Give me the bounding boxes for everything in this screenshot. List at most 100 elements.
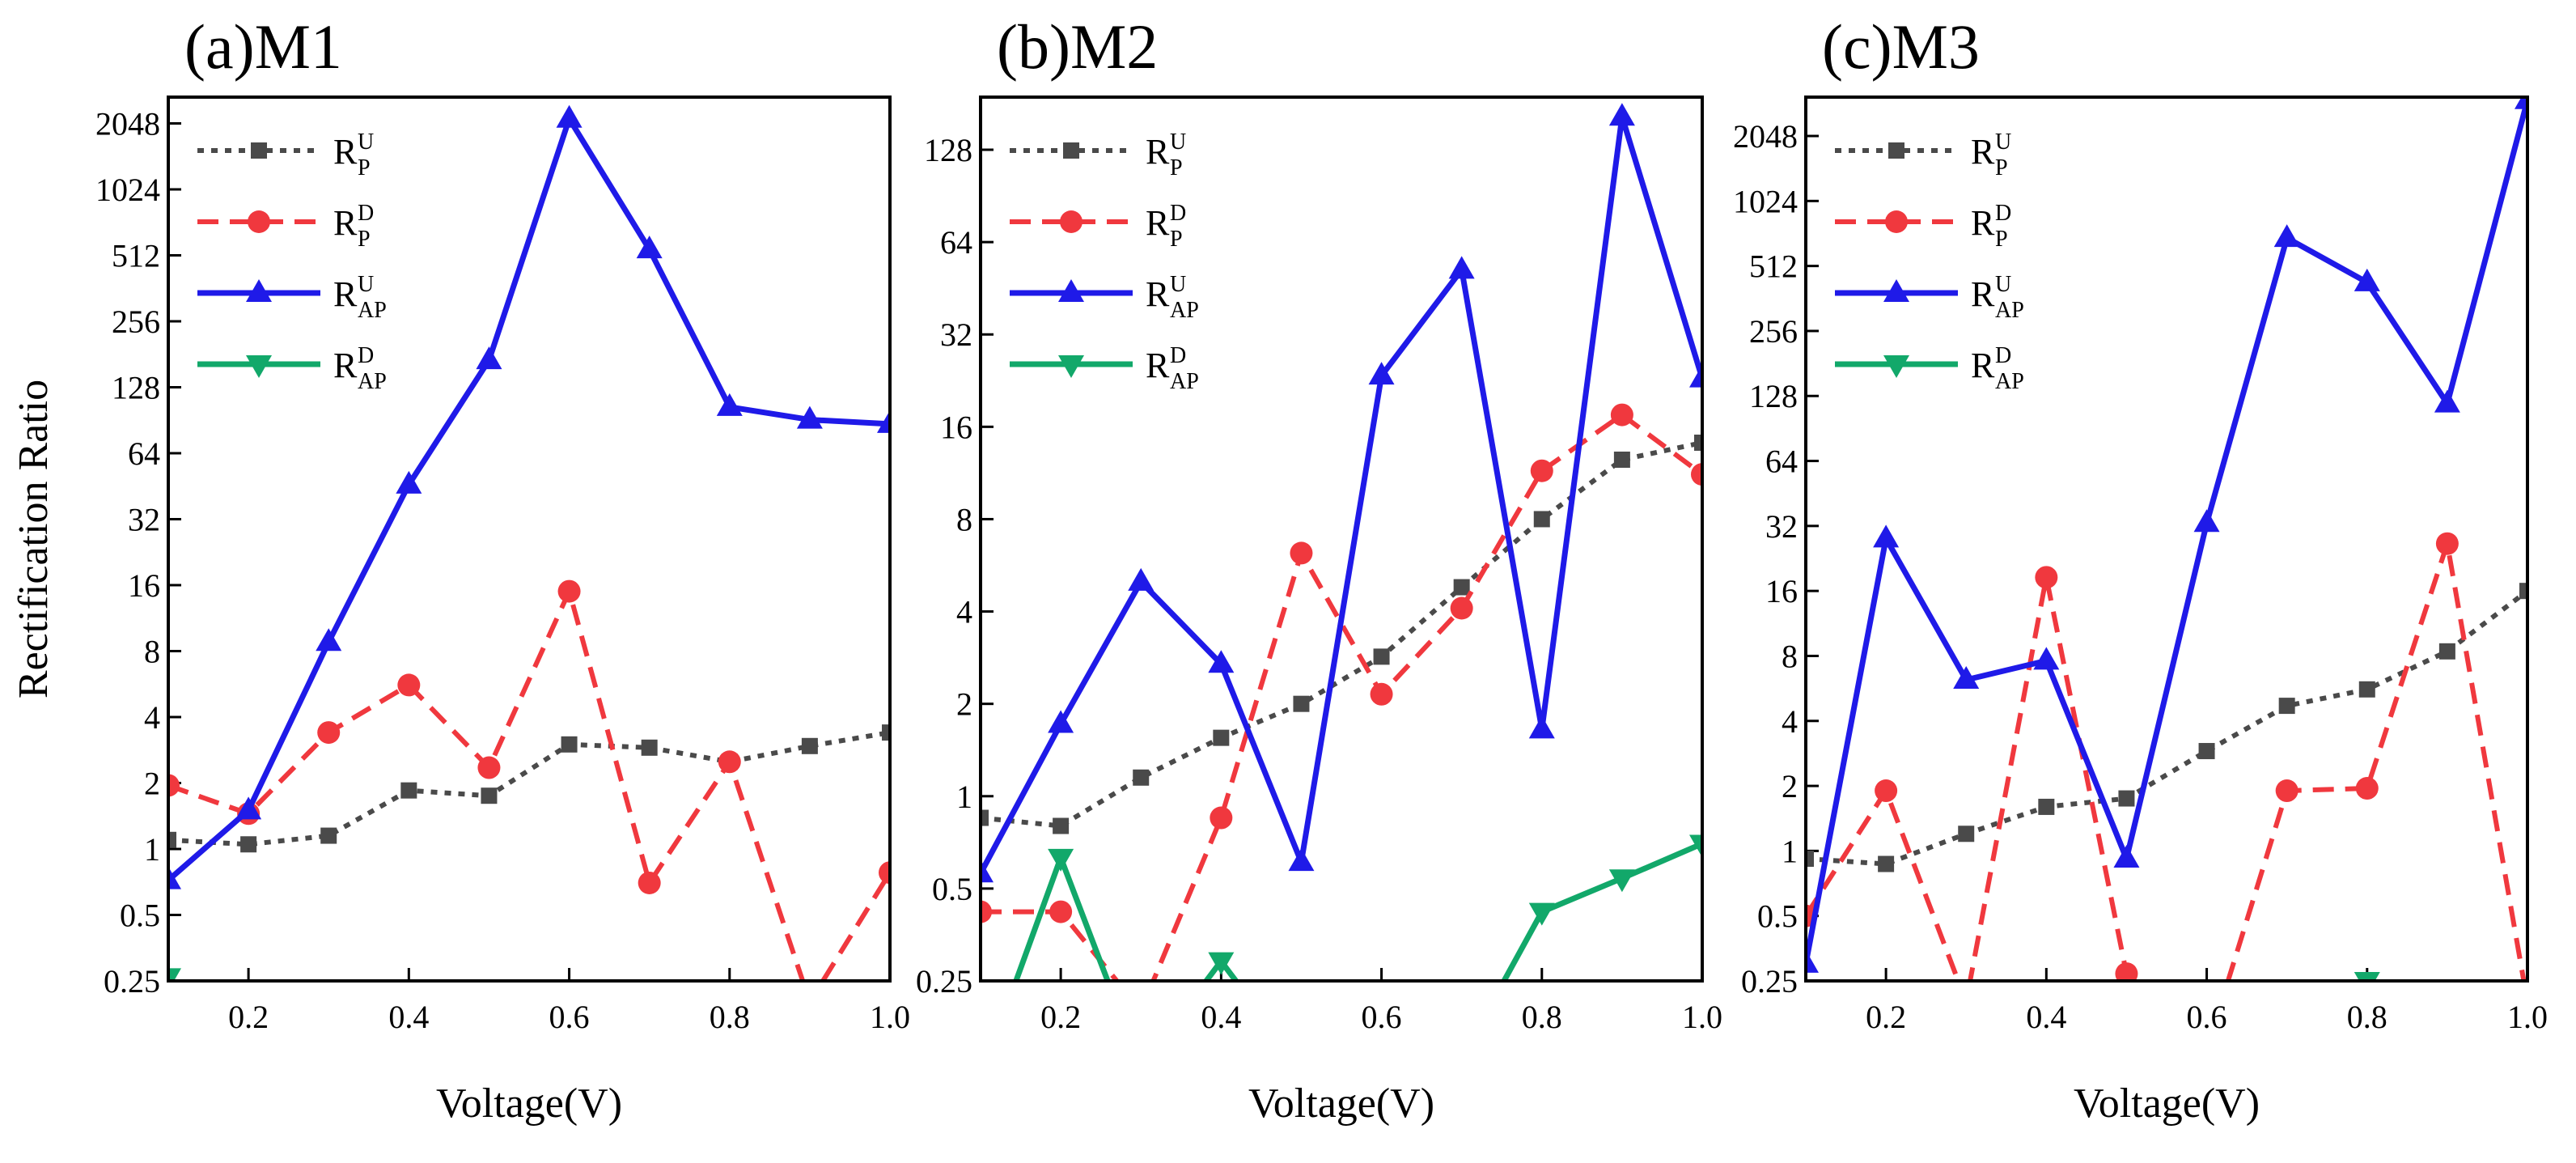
legend-sub-RPU: P: [358, 155, 371, 180]
data-point-RAPD: [1048, 848, 1074, 872]
y-tick-label: 4: [1782, 703, 1798, 740]
y-tick-label: 512: [112, 237, 160, 274]
data-point-RAPU: [1128, 567, 1155, 591]
legend-sub-RPU: P: [1170, 155, 1183, 180]
data-point-RAPD: [1528, 902, 1555, 926]
data-point-RAPD: [1608, 869, 1635, 893]
panel-title: (c)M3: [1822, 11, 1980, 82]
data-point-RPU: [1806, 851, 1814, 868]
data-point-RPD: [1610, 403, 1633, 427]
y-tick-label: 0.5: [932, 871, 972, 907]
data-point-RAPU: [1528, 715, 1555, 739]
data-point-RPD: [1049, 900, 1073, 923]
data-point-RAPU: [1953, 666, 1980, 690]
legend-sup-RAPD: D: [358, 343, 374, 368]
legend-marker-RPU: [251, 142, 267, 159]
series-line-RAPD: [168, 974, 177, 981]
panel-title: (a)M1: [184, 11, 342, 82]
legend-marker-RAPU: [1058, 279, 1084, 302]
panel-title: (b)M2: [997, 11, 1158, 82]
data-point-RPU: [168, 831, 176, 848]
data-point-RAPU: [2033, 647, 2060, 670]
legend-marker-RAPD: [1883, 355, 1909, 378]
y-tick-label: 64: [128, 435, 160, 472]
plot-area: [1806, 97, 2540, 1080]
chart-panel-1: (a)M1 0.25 0.5 1 2 4 8 16 32 64 128 256 512 1024 2048 0…: [11, 11, 910, 1127]
legend-label-RAPD: R: [333, 346, 358, 385]
legend-label-RPU: R: [1971, 132, 1995, 172]
data-point-RPD: [557, 579, 581, 603]
x-tick-label: 0.2: [1866, 999, 1906, 1035]
data-point-RPU: [2198, 743, 2215, 760]
data-point-RAPU: [476, 346, 502, 370]
data-point-RPD: [1450, 596, 1473, 620]
legend-marker-RPU: [1888, 142, 1904, 159]
y-tick-label: 16: [1765, 573, 1798, 609]
data-point-RAPU: [316, 628, 342, 652]
legend-sub-RAPU: AP: [1995, 298, 2024, 323]
legend-sub-RAPD: AP: [1995, 369, 2024, 394]
legend-marker-RPD: [248, 210, 270, 233]
data-point-RPD: [1955, 991, 1977, 1013]
data-point-RAPD: [1288, 1059, 1314, 1082]
series-line-RAPU: [168, 116, 890, 883]
data-point-RAPU: [2354, 268, 2380, 291]
plot-frame: [167, 96, 892, 983]
data-point-RPU: [1533, 511, 1550, 528]
data-point-RPD: [397, 673, 421, 697]
y-axis-label: Rectification Ratio: [11, 380, 57, 698]
y-tick-label: 512: [1749, 248, 1798, 285]
data-point-RAPD: [2194, 1058, 2220, 1080]
legend-sup-RAPU: U: [1170, 272, 1186, 297]
y-tick-label: 256: [112, 303, 160, 340]
y-tick-label: 16: [940, 409, 972, 445]
legend-label-RPD: R: [1146, 203, 1170, 243]
data-point-RAPD: [2354, 972, 2380, 981]
data-point-RAPD: [2515, 1058, 2540, 1080]
data-point-RPD: [2115, 962, 2138, 981]
data-point-RPD: [2196, 1038, 2218, 1061]
data-point-RAPD: [2113, 1058, 2139, 1080]
series-line-RPD: [1806, 541, 2527, 981]
series-line-RPU: [1806, 588, 2527, 867]
y-tick-label: 4: [144, 699, 160, 736]
x-tick-label: 0.6: [2187, 999, 2227, 1035]
data-point-RPU: [1213, 729, 1230, 746]
legend-sup-RAPD: D: [1995, 343, 2011, 368]
y-tick-label: 128: [1749, 378, 1798, 414]
data-point-RPD: [1210, 806, 1233, 830]
x-axis-label: Voltage(V): [436, 1080, 622, 1127]
data-point-RAPU: [877, 410, 890, 433]
data-point-RPU: [561, 736, 578, 753]
y-tick-label: 2: [144, 765, 160, 801]
data-point-RPD: [168, 774, 180, 797]
data-point-RPU: [400, 782, 417, 799]
y-tick-label: 64: [940, 224, 972, 261]
y-tick-label: 1024: [1733, 183, 1798, 219]
x-tick-label: 0.8: [710, 999, 750, 1035]
x-tick-label: 0.4: [2026, 999, 2066, 1035]
legend-sub-RPD: P: [1170, 227, 1183, 252]
data-point-RPU: [240, 836, 257, 853]
plot-frame: [979, 96, 1704, 983]
legend-label-RAPU: R: [333, 274, 358, 314]
x-tick-label: 0.4: [1201, 999, 1241, 1035]
data-point-RPD: [1370, 682, 1393, 706]
y-tick-label: 128: [112, 369, 160, 405]
data-point-RPU: [2118, 790, 2135, 807]
y-tick-label: 2: [956, 686, 972, 723]
data-point-RAPD: [1873, 1058, 1899, 1080]
legend-label-RPD: R: [1971, 203, 1995, 243]
y-tick-label: 8: [956, 501, 972, 537]
y-tick-label: 2048: [95, 105, 160, 142]
data-point-RAPU: [1806, 949, 1819, 973]
y-tick-label: 1: [956, 779, 972, 815]
data-point-RPD: [638, 871, 661, 894]
x-tick-label: 0.6: [1362, 999, 1402, 1035]
data-point-RAPD: [557, 1059, 583, 1082]
data-point-RAPD: [717, 1059, 743, 1082]
legend-sup-RAPU: U: [358, 272, 374, 297]
legend-marker-RAPU: [1883, 279, 1909, 302]
